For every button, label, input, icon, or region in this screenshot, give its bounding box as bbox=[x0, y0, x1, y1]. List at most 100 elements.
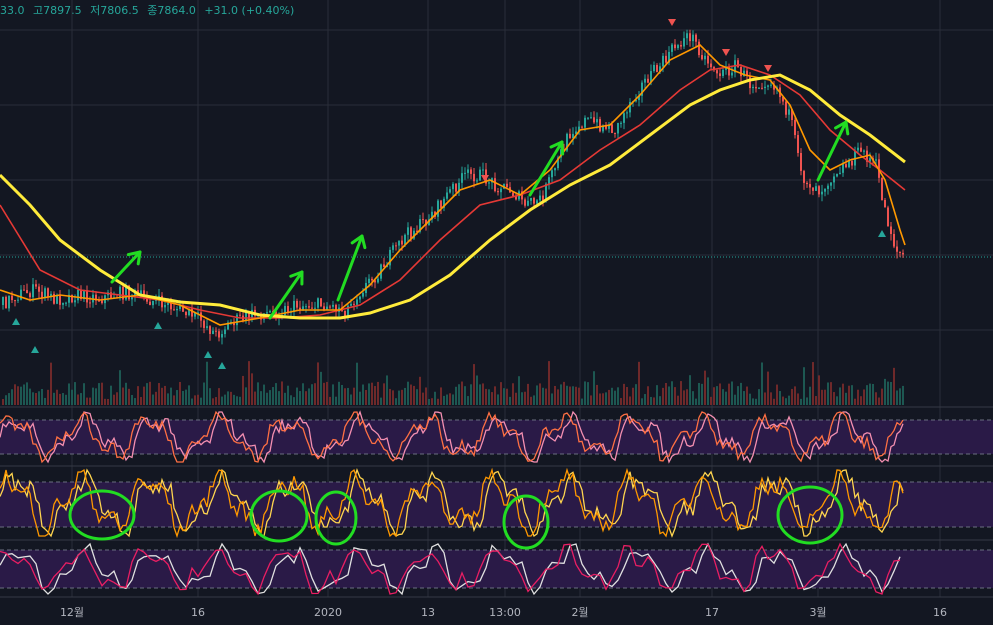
volume-bar bbox=[410, 384, 412, 405]
candle-body bbox=[371, 278, 373, 281]
ma-fast-line bbox=[0, 44, 906, 326]
candle-body bbox=[821, 191, 823, 195]
volume-bar bbox=[896, 390, 898, 405]
volume-bar bbox=[443, 395, 445, 405]
volume-bar bbox=[527, 383, 529, 405]
volume-bar bbox=[572, 386, 574, 405]
volume-bar bbox=[92, 387, 94, 405]
annotation-arrow-head bbox=[126, 250, 142, 266]
x-axis: 12월 16 2020 13 13:00 2월 17 3월 16 bbox=[60, 606, 947, 619]
candle-body bbox=[782, 97, 784, 102]
volume-bar bbox=[554, 385, 556, 405]
volume-bar bbox=[686, 389, 688, 405]
volume-bar bbox=[503, 388, 505, 405]
volume-bar bbox=[776, 384, 778, 405]
volume-bar bbox=[404, 387, 406, 405]
volume-bar bbox=[128, 388, 130, 405]
candle-body bbox=[608, 124, 610, 129]
volume-bar bbox=[362, 384, 364, 405]
volume-bar bbox=[689, 375, 691, 405]
candle-body bbox=[170, 302, 172, 310]
volume-bar bbox=[755, 398, 757, 405]
candle-body bbox=[851, 161, 853, 166]
volume-bar bbox=[320, 371, 322, 405]
candle-body bbox=[845, 164, 847, 168]
volume-bar bbox=[248, 361, 250, 405]
volume-bar bbox=[458, 384, 460, 405]
volume-bar bbox=[593, 371, 595, 405]
candle-body bbox=[314, 307, 316, 309]
candle-body bbox=[809, 184, 811, 188]
volume-bar bbox=[833, 392, 835, 405]
osc3-line-0 bbox=[0, 542, 901, 596]
candle-body bbox=[11, 295, 13, 301]
candles bbox=[2, 19, 904, 369]
volume-bar bbox=[416, 389, 418, 405]
candle-body bbox=[488, 182, 490, 184]
candle-body bbox=[698, 41, 700, 56]
candle-body bbox=[545, 183, 547, 202]
close-value: 종7864.0 bbox=[147, 4, 196, 17]
candle-body bbox=[59, 295, 61, 305]
volume-bar bbox=[665, 382, 667, 405]
volume-bar bbox=[263, 384, 265, 405]
volume-bar bbox=[113, 394, 115, 405]
volume-bar bbox=[239, 396, 241, 405]
x-tick-label: 13:00 bbox=[489, 606, 521, 619]
candle-body bbox=[317, 298, 319, 308]
volume-bar bbox=[734, 394, 736, 405]
volume-bar bbox=[185, 389, 187, 405]
candle-body bbox=[125, 285, 127, 300]
volume-bar bbox=[200, 397, 202, 405]
candle-body bbox=[32, 284, 34, 298]
annotation-circle bbox=[776, 485, 844, 545]
x-tick-label: 17 bbox=[705, 606, 719, 619]
candle-body bbox=[665, 55, 667, 63]
candle-body bbox=[74, 300, 76, 303]
candle-body bbox=[443, 198, 445, 208]
candle-body bbox=[68, 294, 70, 303]
volume-bar bbox=[335, 396, 337, 405]
candle-body bbox=[248, 311, 250, 320]
candle-body bbox=[227, 322, 229, 330]
volume-bar bbox=[656, 385, 658, 405]
volume-bar bbox=[11, 389, 13, 405]
volume-bar bbox=[467, 396, 469, 405]
x-tick-label: 12월 bbox=[60, 606, 84, 619]
candle-body bbox=[629, 101, 631, 113]
volume-bar bbox=[197, 394, 199, 405]
volume-bar bbox=[875, 392, 877, 405]
open-value: 33.0 bbox=[0, 4, 25, 17]
volume-bar bbox=[767, 371, 769, 405]
candle-body bbox=[296, 300, 298, 308]
candle-body bbox=[293, 300, 295, 312]
candle-body bbox=[569, 133, 571, 138]
volume-bar bbox=[542, 387, 544, 405]
candle-body bbox=[824, 188, 826, 192]
volume-bar bbox=[245, 387, 247, 405]
volume-bar bbox=[791, 388, 793, 405]
volume-bar bbox=[218, 388, 220, 405]
volume-bar bbox=[254, 391, 256, 405]
volume-bar bbox=[650, 396, 652, 405]
volume-bar bbox=[842, 383, 844, 405]
candle-body bbox=[329, 306, 331, 308]
moving-averages bbox=[0, 44, 906, 326]
candle-body bbox=[752, 86, 754, 89]
volume-bar bbox=[182, 390, 184, 405]
sell-signal-marker bbox=[764, 65, 772, 72]
volume-bar bbox=[368, 383, 370, 405]
sell-signal-marker bbox=[722, 49, 730, 56]
candle-body bbox=[131, 295, 133, 300]
osc2-line-1 bbox=[0, 467, 904, 539]
buy-signal-marker bbox=[12, 318, 20, 325]
volume-bar bbox=[599, 393, 601, 405]
candle-body bbox=[218, 331, 220, 338]
candle-body bbox=[347, 305, 349, 317]
candle-body bbox=[593, 117, 595, 123]
volume-bar bbox=[59, 393, 61, 405]
volume-bar bbox=[569, 386, 571, 405]
candle-body bbox=[425, 219, 427, 226]
candle-body bbox=[245, 311, 247, 321]
